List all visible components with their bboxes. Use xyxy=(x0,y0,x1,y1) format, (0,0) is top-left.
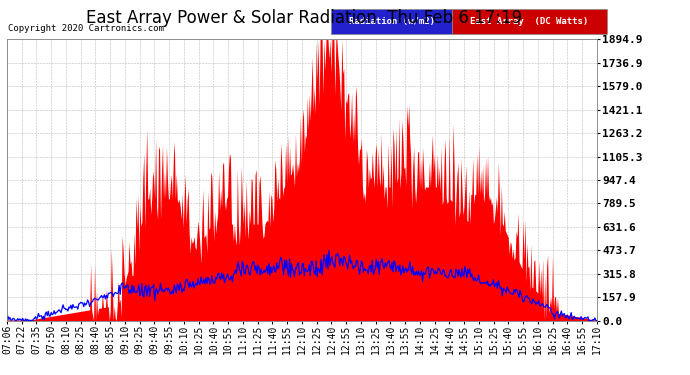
Text: Radiation (w/m2): Radiation (w/m2) xyxy=(348,17,435,26)
Text: Copyright 2020 Cartronics.com: Copyright 2020 Cartronics.com xyxy=(8,24,164,33)
Text: East Array Power & Solar Radiation  Thu Feb 6 17:19: East Array Power & Solar Radiation Thu F… xyxy=(86,9,522,27)
Bar xyxy=(452,9,607,34)
Bar xyxy=(331,9,452,34)
Text: East Array  (DC Watts): East Array (DC Watts) xyxy=(471,17,589,26)
